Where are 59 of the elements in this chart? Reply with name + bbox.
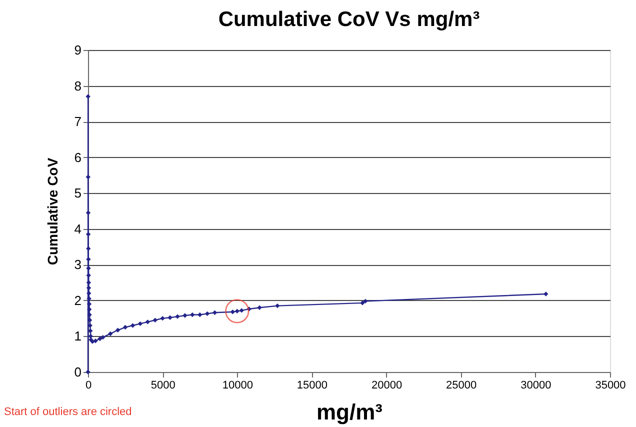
point [212,310,218,315]
point [190,312,195,318]
text: Start of outliers are circled [4,406,132,418]
point [160,316,165,321]
point [122,324,128,330]
y-tick-label: 0 [74,364,82,380]
point [198,312,202,318]
point [86,307,92,312]
point [86,286,92,290]
y-tick-label: 5 [74,186,82,201]
point [275,303,280,308]
point [363,298,368,304]
chart-title: Cumulative CoV Vs mg/m³ [218,8,480,31]
point [152,318,158,322]
point [360,300,365,306]
y-tick-label: 7 [74,114,82,130]
point [204,311,210,316]
y-tick-label: 1 [74,328,82,344]
y-tick-label: 3 [74,257,82,272]
point [130,323,136,328]
x-tick-label: 35000 [595,380,626,392]
point [115,328,120,332]
point [239,308,244,313]
point [88,328,93,334]
point [98,336,102,342]
point [93,338,98,344]
x-tick-label: 0 [85,380,92,392]
point [100,334,106,340]
y-axis-title: Cumulative CoV [44,157,60,266]
y-tick-label: 2 [74,292,82,308]
point [257,305,262,310]
point [108,331,113,336]
y-tick-label: 9 [74,42,82,58]
x-axis-title: mg/m³ [316,400,382,424]
point [544,292,548,296]
point [86,94,90,99]
point [86,370,90,374]
point [86,246,91,251]
point [86,273,91,278]
point [86,296,92,301]
y-tick-label: 8 [74,78,82,94]
x-tick-label: 10000 [222,380,253,392]
x-tick-label: 15000 [296,380,328,392]
point [86,280,92,285]
point [168,315,172,320]
x-tick-label: 5000 [150,380,176,392]
point [175,314,180,319]
point [230,310,236,314]
point [145,320,150,324]
y-tick-label: 6 [74,150,82,165]
point [182,313,188,318]
y-tick-label: 4 [74,221,82,236]
x-tick-label: 20000 [371,380,402,392]
x-tick-label: 30000 [520,380,552,392]
point [86,302,92,306]
x-tick-label: 25000 [446,380,477,392]
point [138,321,143,326]
point [86,174,90,180]
point [86,266,91,271]
